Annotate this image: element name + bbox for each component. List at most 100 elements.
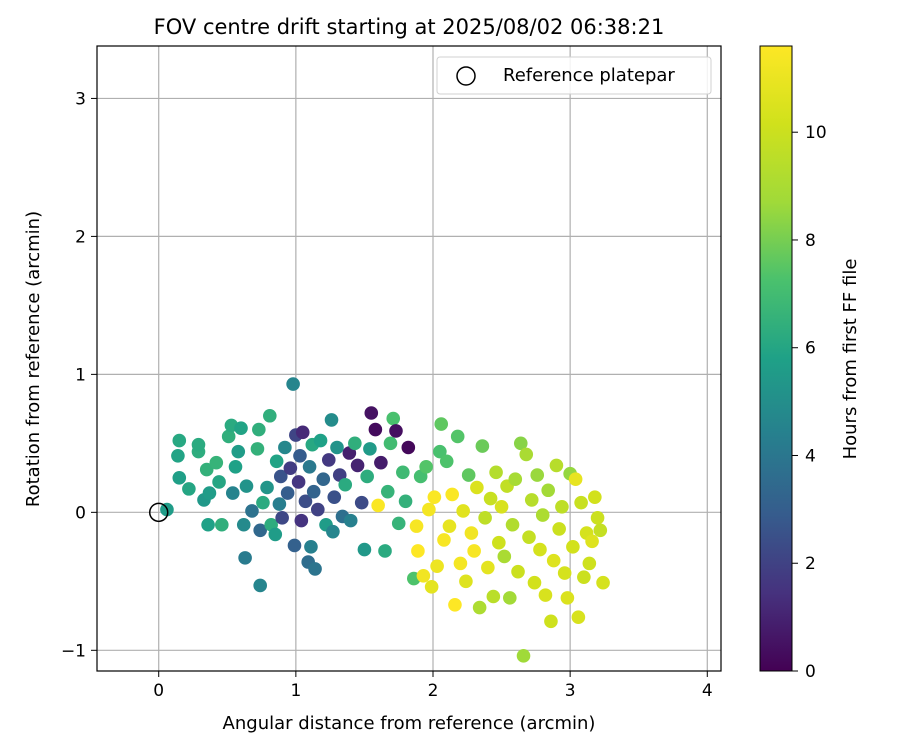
data-point — [209, 455, 224, 470]
data-point — [360, 469, 374, 484]
data-point — [364, 406, 379, 420]
data-point — [268, 527, 283, 542]
data-point — [260, 480, 274, 495]
data-point — [250, 442, 265, 456]
data-point — [430, 559, 444, 573]
y-tick-label: 3 — [75, 89, 86, 109]
colorbar-tick-label: 2 — [805, 554, 816, 574]
legend-label: Reference platepar — [503, 65, 675, 86]
data-point — [316, 472, 331, 487]
chart-title: FOV centre drift starting at 2025/08/02 … — [154, 15, 665, 39]
data-point — [357, 542, 372, 557]
data-point — [492, 535, 506, 550]
data-point — [389, 424, 403, 438]
data-point — [524, 493, 539, 507]
data-point — [450, 429, 465, 444]
data-point — [577, 570, 591, 584]
data-point — [202, 486, 217, 500]
colorbar-tick-label: 10 — [805, 123, 827, 143]
data-point — [434, 417, 449, 431]
colorbar-tick-label: 8 — [805, 231, 816, 251]
data-point — [306, 484, 321, 499]
data-point — [472, 600, 487, 615]
data-point — [386, 411, 401, 426]
data-point — [453, 556, 468, 571]
x-tick-label: 0 — [153, 681, 164, 701]
data-point — [442, 519, 457, 533]
grid — [97, 46, 721, 671]
data-point — [234, 421, 248, 435]
data-point — [371, 498, 385, 513]
data-point — [311, 502, 325, 517]
data-point — [283, 461, 298, 475]
data-point — [238, 551, 252, 565]
data-point — [566, 540, 580, 554]
data-point — [588, 490, 602, 504]
data-point — [263, 408, 277, 423]
data-point — [593, 523, 608, 538]
data-point — [286, 377, 300, 391]
data-point — [497, 549, 512, 564]
data-point — [252, 422, 266, 437]
y-axis-label: Rotation from reference (arcmin) — [23, 211, 44, 507]
data-point — [486, 589, 501, 604]
data-point — [522, 530, 536, 544]
colorbar-tick-label: 4 — [805, 446, 816, 466]
data-point — [343, 513, 358, 528]
data-point — [236, 517, 251, 532]
data-point — [374, 455, 388, 470]
data-point — [298, 494, 313, 509]
data-point — [256, 495, 270, 510]
data-point — [459, 574, 473, 589]
data-point — [481, 560, 495, 575]
y-axis: −1 0 1 2 3 — [61, 89, 97, 661]
data-point — [541, 483, 555, 498]
data-point — [596, 575, 610, 590]
data-point — [568, 472, 583, 487]
data-point — [313, 433, 328, 448]
data-point — [231, 444, 246, 459]
data-point — [535, 508, 550, 522]
data-point — [527, 575, 542, 590]
data-point — [461, 468, 476, 482]
data-point — [437, 533, 451, 547]
data-point — [327, 490, 342, 504]
x-tick-label: 2 — [428, 681, 439, 701]
data-point — [324, 413, 339, 427]
data-point — [308, 562, 322, 576]
data-point — [552, 522, 566, 536]
data-point — [293, 448, 307, 463]
data-point — [511, 564, 525, 579]
data-point — [253, 578, 267, 593]
data-point — [445, 487, 460, 502]
data-point — [422, 502, 436, 517]
data-point — [221, 429, 236, 444]
data-point — [508, 472, 523, 487]
data-point — [396, 465, 410, 480]
y-tick-label: −1 — [61, 641, 86, 661]
data-point — [557, 566, 572, 580]
data-point — [348, 436, 362, 451]
data-point — [383, 436, 398, 451]
data-point — [304, 540, 318, 554]
data-point — [448, 597, 462, 612]
data-point — [409, 519, 424, 533]
legend-box — [436, 56, 712, 95]
data-point — [538, 588, 553, 602]
data-point — [519, 447, 534, 462]
data-point — [546, 553, 561, 568]
data-point — [368, 422, 383, 437]
data-point — [278, 440, 292, 455]
data-point — [378, 544, 392, 558]
data-point — [225, 486, 240, 500]
data-point — [215, 517, 229, 532]
data-point — [380, 484, 395, 499]
data-point — [483, 491, 498, 506]
data-point — [590, 511, 605, 525]
data-point — [280, 486, 295, 500]
data-point — [272, 497, 287, 511]
data-point — [172, 471, 187, 485]
data-point — [253, 523, 267, 538]
